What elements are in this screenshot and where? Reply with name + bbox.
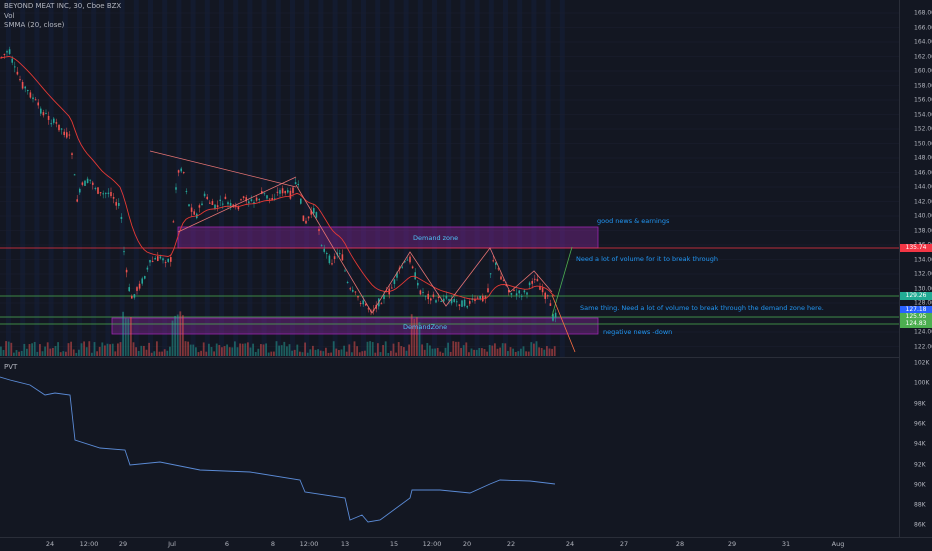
volume-bands (6, 0, 565, 357)
price-tag: 129.26 (900, 292, 932, 300)
time-axis-label: 8 (270, 540, 276, 548)
price-axis-label: 148.00 (914, 154, 932, 162)
time-axis-label: 28 (675, 540, 685, 548)
pvt-axis-label: 98K (914, 400, 926, 408)
pvt-line (0, 376, 556, 523)
time-axis[interactable] (0, 537, 932, 551)
price-axis-label: 164.00 (914, 38, 932, 46)
price-axis-label: 140.00 (914, 212, 932, 220)
price-axis[interactable] (899, 0, 932, 537)
price-axis-label: 166.00 (914, 24, 932, 31)
arrow-bullish[interactable] (551, 246, 573, 317)
pane-separator[interactable] (0, 357, 932, 358)
time-axis-label: 12:00 (422, 540, 442, 548)
time-axis-label: 13 (340, 540, 350, 548)
price-axis-label: 128.00 (914, 299, 932, 307)
time-axis-label: 24 (45, 540, 55, 548)
pvt-axis-label: 90K (914, 481, 926, 489)
price-axis-label: 122.00 (914, 343, 932, 350)
time-axis-label: 15 (389, 540, 399, 548)
price-tag: 135.74 (900, 244, 932, 252)
time-axis-label: 27 (619, 540, 629, 548)
trendline-ascending[interactable] (177, 176, 297, 233)
price-axis-label: 154.00 (914, 111, 932, 118)
price-axis-label: 144.00 (914, 183, 932, 191)
pvt-axis-label: 96K (914, 420, 926, 428)
demand-zone-lower[interactable] (111, 317, 599, 335)
time-axis-label: 12:00 (299, 540, 319, 548)
demand-zone-upper[interactable] (177, 226, 599, 249)
demand-zone-upper-label: Demand zone (413, 234, 459, 242)
time-axis-label: Aug (831, 540, 845, 548)
annotation-good-news[interactable]: good news & earnings (597, 217, 670, 225)
grid-lines (0, 12, 899, 347)
price-axis-label: 156.00 (914, 96, 932, 104)
pvt-axis-label: 94K (914, 440, 926, 448)
price-axis-label: 150.00 (914, 140, 932, 147)
price-axis-label: 158.00 (914, 82, 932, 89)
smma-legend[interactable]: SMMA (20, close) (4, 21, 65, 29)
symbol-legend[interactable]: BEYOND MEAT INC, 30, Cboe BZX (4, 2, 122, 10)
arrow-bearish[interactable] (551, 294, 576, 353)
annotation-need-volume[interactable]: Need a lot of volume for it to break thr… (576, 255, 719, 263)
pvt-axis-label: 100K (914, 379, 930, 387)
price-axis-label: 152.00 (914, 125, 932, 133)
time-axis-label: 29 (727, 540, 737, 548)
time-axis-label: 12:00 (79, 540, 99, 548)
trendline-descending[interactable] (149, 150, 297, 188)
price-axis-label: 138.00 (914, 227, 932, 234)
price-tag: 124.83 (900, 320, 932, 328)
price-tag: 125.95 (900, 313, 932, 321)
price-axis-label: 134.00 (914, 256, 932, 263)
annotation-same-thing[interactable]: Same thing. Need a lot of volume to brea… (580, 304, 824, 312)
price-axis-label: 124.00 (914, 328, 932, 336)
time-axis-label: 31 (781, 540, 791, 548)
pvt-axis-label: 102K (914, 359, 930, 367)
annotation-negative-news[interactable]: negative news -down (603, 328, 673, 336)
time-axis-label: 24 (565, 540, 575, 548)
price-axis-label: 160.00 (914, 67, 932, 75)
price-axis-label: 132.00 (914, 270, 932, 278)
volume-bars (0, 311, 556, 356)
pvt-axis-label: 92K (914, 461, 926, 468)
price-axis-label: 162.00 (914, 53, 932, 60)
price-tag: 127.18 (900, 306, 932, 314)
pvt-axis-label: 86K (914, 521, 926, 529)
price-axis-label: 168.00 (914, 9, 932, 17)
time-axis-label: 22 (506, 540, 516, 548)
time-axis-label: 29 (118, 540, 128, 548)
volume-legend[interactable]: Vol (4, 12, 15, 20)
pvt-legend[interactable]: PVT (4, 363, 18, 371)
time-axis-label: Jul (168, 540, 176, 548)
demand-zone-lower-label: DemandZone (403, 323, 448, 331)
pattern-zigzag[interactable] (295, 184, 553, 314)
time-axis-label: 6 (224, 540, 230, 548)
pvt-axis-label: 88K (914, 501, 926, 509)
time-axis-label: 20 (462, 540, 472, 548)
smma-line (0, 56, 556, 300)
price-axis-label: 142.00 (914, 198, 932, 205)
price-axis-label: 146.00 (914, 169, 932, 176)
price-axis-label: 130.00 (914, 285, 932, 292)
